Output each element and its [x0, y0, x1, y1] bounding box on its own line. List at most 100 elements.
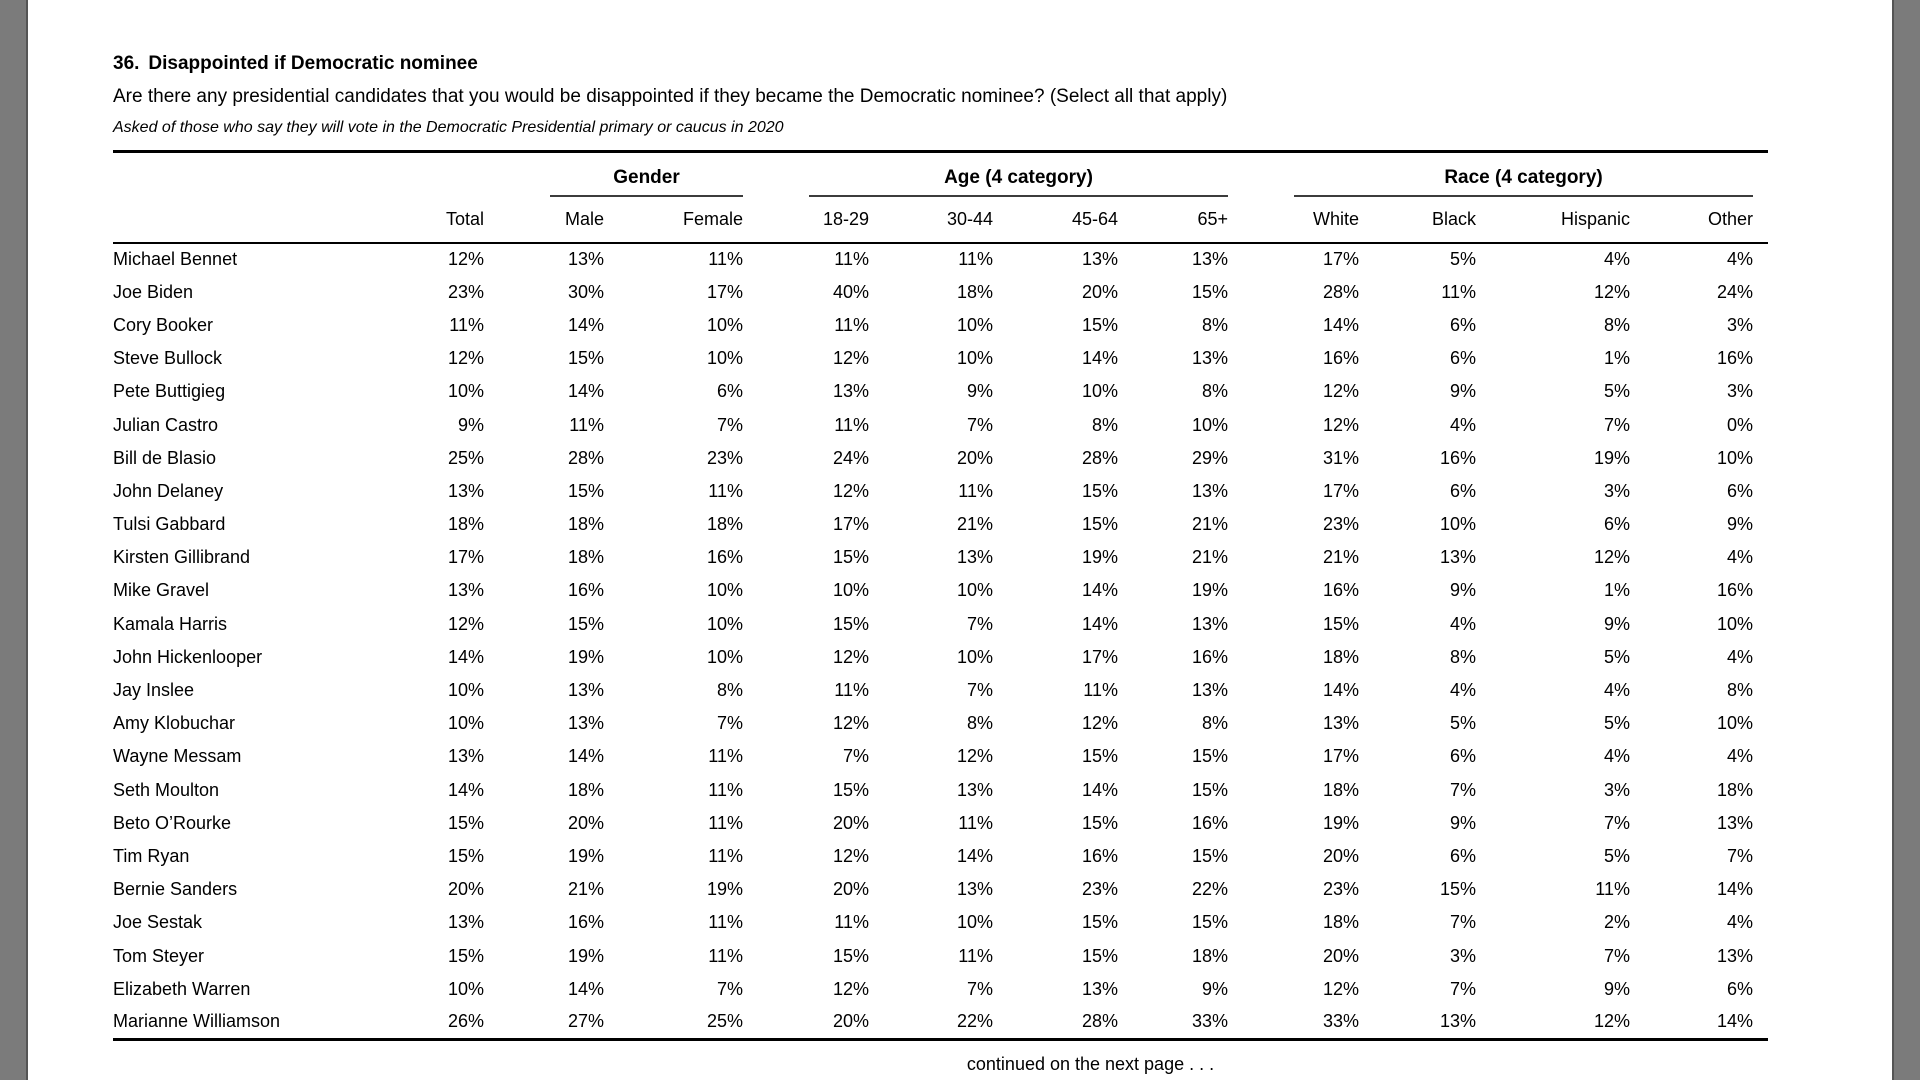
value-cell: 24% [1717, 281, 1754, 302]
value-cell: 8% [1201, 381, 1228, 402]
value-cell: 17% [1322, 746, 1359, 767]
value-cell: 22% [869, 1005, 993, 1041]
table-row: Joe Sestak 13% 16% 11% 11% 10% 15% 15% 18% 7% 2% 4% [113, 906, 1768, 939]
value-cell: 10% [1717, 713, 1754, 734]
question-title-text: Disappointed if Democratic nominee [148, 53, 478, 74]
value-cell: 14% [447, 646, 484, 667]
value-cell: 15% [1191, 779, 1228, 800]
value-cell: 25% [447, 447, 484, 468]
value-cell: 12% [447, 249, 484, 270]
value-cell: 8% [1201, 314, 1228, 335]
value-cell: 21% [956, 514, 993, 535]
value-cell: 9% [1449, 381, 1476, 402]
crosstab-table-body: Michael Bennet 12% 13% 11% 11% 11% 13% 13% 17% 5%… [113, 243, 1769, 1041]
value-cell: 18% [567, 514, 604, 535]
value-cell: 18% [1322, 646, 1359, 667]
value-cell: 7% [1449, 779, 1476, 800]
value-cell: 18% [1322, 912, 1359, 933]
table-row: Steve Bullock 12% 15% 10% 12% 10% 14% 13% 16% 6% 1… [113, 342, 1768, 375]
value-cell: 13% [567, 713, 604, 734]
value-cell: 9% [1603, 978, 1630, 999]
value-cell: 12% [832, 978, 869, 999]
value-cell: 11% [834, 680, 869, 701]
value-cell: 26% [365, 1005, 484, 1041]
candidate-name: Bill de Blasio [113, 447, 217, 468]
value-cell: 7% [966, 414, 993, 435]
value-cell: 19% [1593, 447, 1630, 468]
value-cell: 28% [567, 447, 604, 468]
value-cell: 23% [1322, 514, 1359, 535]
value-cell: 13% [1191, 480, 1228, 501]
value-cell: 15% [1191, 845, 1228, 866]
value-cell: 15% [1081, 480, 1118, 501]
value-cell: 20% [832, 879, 869, 900]
value-cell: 7% [966, 680, 993, 701]
value-cell: 16% [1081, 845, 1118, 866]
value-cell: 18% [1191, 945, 1228, 966]
value-cell: 10% [956, 314, 993, 335]
value-cell: 30% [567, 281, 604, 302]
value-cell: 15% [1439, 879, 1476, 900]
value-cell: 9% [966, 381, 993, 402]
value-cell: 9% [1449, 812, 1476, 833]
value-cell: 21% [567, 879, 604, 900]
value-cell: 6% [1449, 348, 1476, 369]
value-cell: 13% [447, 746, 484, 767]
question-text: Are there any presidential candidates th… [113, 86, 1228, 107]
value-cell: 10% [956, 912, 993, 933]
column-header-total: Total [365, 196, 484, 244]
column-header-row: Total Male Female 18-29 30-44 45-64 65+ … [113, 196, 1769, 244]
value-cell: 13% [1081, 249, 1118, 270]
value-cell: 19% [706, 879, 743, 900]
value-cell: 10% [706, 646, 743, 667]
value-cell: 13% [447, 580, 484, 601]
column-header-female: Female [604, 196, 743, 244]
table-row: John Delaney 13% 15% 11% 12% 11% 15% 13% 17% 6% 3%… [113, 475, 1768, 508]
candidate-name: Elizabeth Warren [113, 978, 251, 999]
value-cell: 11% [834, 912, 869, 933]
column-header-hispanic: Hispanic [1476, 196, 1630, 244]
value-cell: 7% [716, 713, 743, 734]
value-cell: 40% [832, 281, 869, 302]
continued-note: continued on the next page . . . [966, 1053, 1215, 1074]
value-cell: 18% [1717, 779, 1754, 800]
value-cell: 12% [447, 348, 484, 369]
table-row: Pete Buttigieg 10% 14% 6% 13% 9% 10% 8% 12% 9% 5% 3… [113, 375, 1768, 408]
value-cell: 6% [1449, 314, 1476, 335]
value-cell: 8% [1727, 680, 1754, 701]
value-cell: 11% [834, 414, 869, 435]
group-header-gender: Gender [484, 152, 743, 197]
value-cell: 19% [567, 646, 604, 667]
group-header-gender-label: Gender [550, 167, 743, 197]
table-row: Beto O’Rourke 15% 20% 11% 20% 11% 15% 16% 19% 9% 7… [113, 807, 1768, 840]
group-header-age: Age (4 category) [743, 152, 1228, 197]
value-cell: 20% [1081, 281, 1118, 302]
value-cell: 13% [1439, 547, 1476, 568]
value-cell: 15% [1081, 514, 1118, 535]
value-cell: 7% [1603, 812, 1630, 833]
value-cell: 12% [1593, 281, 1630, 302]
value-cell: 14% [567, 978, 604, 999]
value-cell: 15% [1081, 314, 1118, 335]
value-cell: 15% [1081, 746, 1118, 767]
value-cell: 15% [1191, 281, 1228, 302]
value-cell: 7% [716, 414, 743, 435]
table-row: Michael Bennet 12% 13% 11% 11% 11% 13% 13% 17% 5%… [113, 243, 1768, 276]
value-cell: 4% [1603, 680, 1630, 701]
value-cell: 17% [832, 514, 869, 535]
question-number: 36. [113, 53, 140, 74]
value-cell: 6% [1603, 514, 1630, 535]
table-row: Seth Moulton 14% 18% 11% 15% 13% 14% 15% 18% 7% 3%… [113, 774, 1768, 807]
candidate-name: Pete Buttigieg [113, 381, 226, 402]
value-cell: 16% [706, 547, 743, 568]
value-cell: 14% [447, 779, 484, 800]
value-cell: 4% [1449, 680, 1476, 701]
value-cell: 12% [1476, 1005, 1630, 1041]
candidate-name: Mike Gravel [113, 580, 210, 601]
candidate-name: Tim Ryan [113, 845, 190, 866]
value-cell: 6% [716, 381, 743, 402]
value-cell: 15% [832, 547, 869, 568]
value-cell: 7% [966, 613, 993, 634]
column-header-white: White [1228, 196, 1359, 244]
